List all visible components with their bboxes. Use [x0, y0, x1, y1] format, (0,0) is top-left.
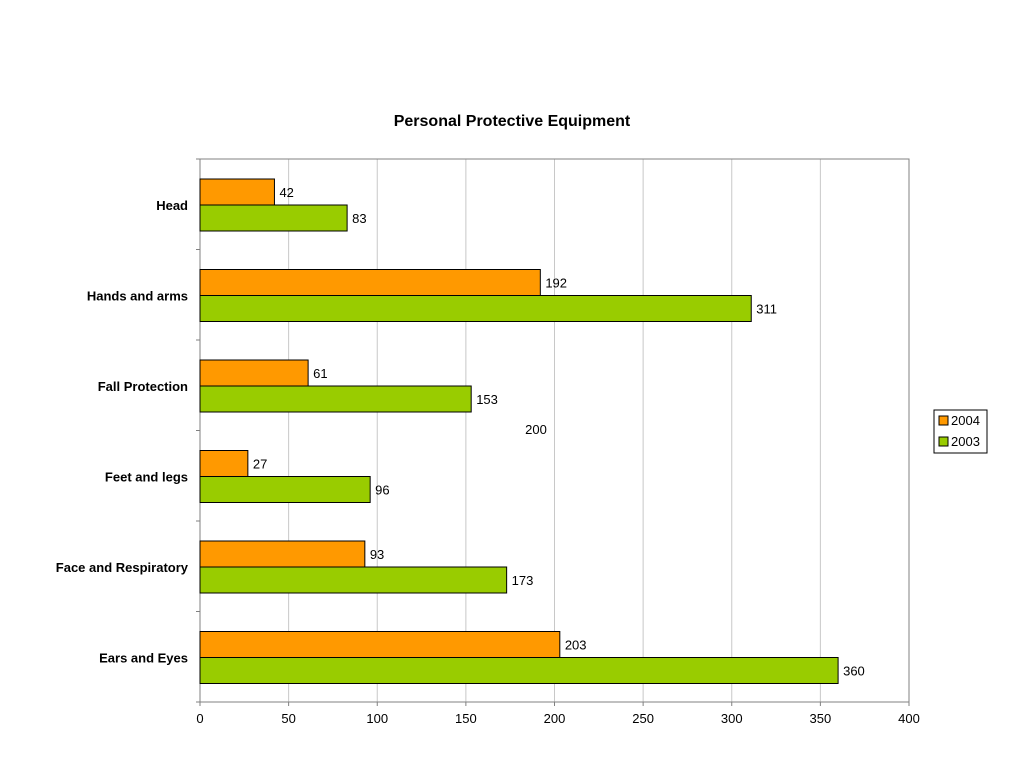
bar: [199, 540, 366, 568]
bar: [199, 359, 309, 387]
data-label: 173: [512, 573, 534, 588]
x-tick-label: 0: [196, 711, 203, 726]
category-label: Face and Respiratory: [56, 560, 189, 575]
data-label: 27: [253, 457, 267, 472]
bar: [199, 269, 541, 296]
bar: [199, 566, 508, 594]
category-label: Head: [156, 198, 188, 213]
x-tick-label: 150: [455, 711, 477, 726]
x-tick-label: 350: [810, 711, 832, 726]
data-label: 96: [375, 483, 389, 498]
bar: [199, 385, 472, 413]
bar: [199, 295, 752, 322]
chart-title: Personal Protective Equipment: [394, 113, 631, 130]
legend-label: 2003: [951, 434, 980, 449]
bar: [199, 204, 348, 232]
legend-swatch: [938, 436, 949, 447]
x-tick-label: 200: [544, 711, 566, 726]
category-label: Feet and legs: [105, 470, 188, 485]
category-label: Fall Protection: [98, 379, 188, 394]
data-label: 61: [313, 366, 327, 381]
bar: [199, 657, 839, 684]
data-label: 93: [370, 547, 384, 562]
legend-label: 2004: [951, 413, 980, 428]
data-label: 311: [756, 302, 777, 317]
data-label: 83: [352, 211, 366, 226]
data-label: 192: [545, 276, 567, 291]
legend-swatch: [938, 415, 949, 426]
plot-area: 0 50 100 150 200 250 300 350 400 42 83 Head 192 311 Ha…: [56, 158, 920, 726]
x-tick-label: 100: [366, 711, 388, 726]
data-label: 153: [476, 392, 498, 407]
legend: 2004 2003: [933, 409, 988, 454]
annotation-label: 200: [525, 422, 547, 437]
x-tick-label: 50: [281, 711, 295, 726]
data-label: 42: [279, 185, 293, 200]
bar: [199, 178, 275, 206]
data-label: 360: [843, 664, 865, 679]
bar: [199, 450, 249, 477]
category-label: Hands and arms: [87, 289, 188, 304]
x-tick-label: 400: [898, 711, 920, 726]
bar: [199, 476, 371, 503]
bar: [199, 631, 561, 658]
x-tick-label: 300: [721, 711, 743, 726]
data-label: 203: [565, 638, 587, 653]
x-tick-label: 250: [632, 711, 654, 726]
category-label: Ears and Eyes: [99, 651, 188, 666]
